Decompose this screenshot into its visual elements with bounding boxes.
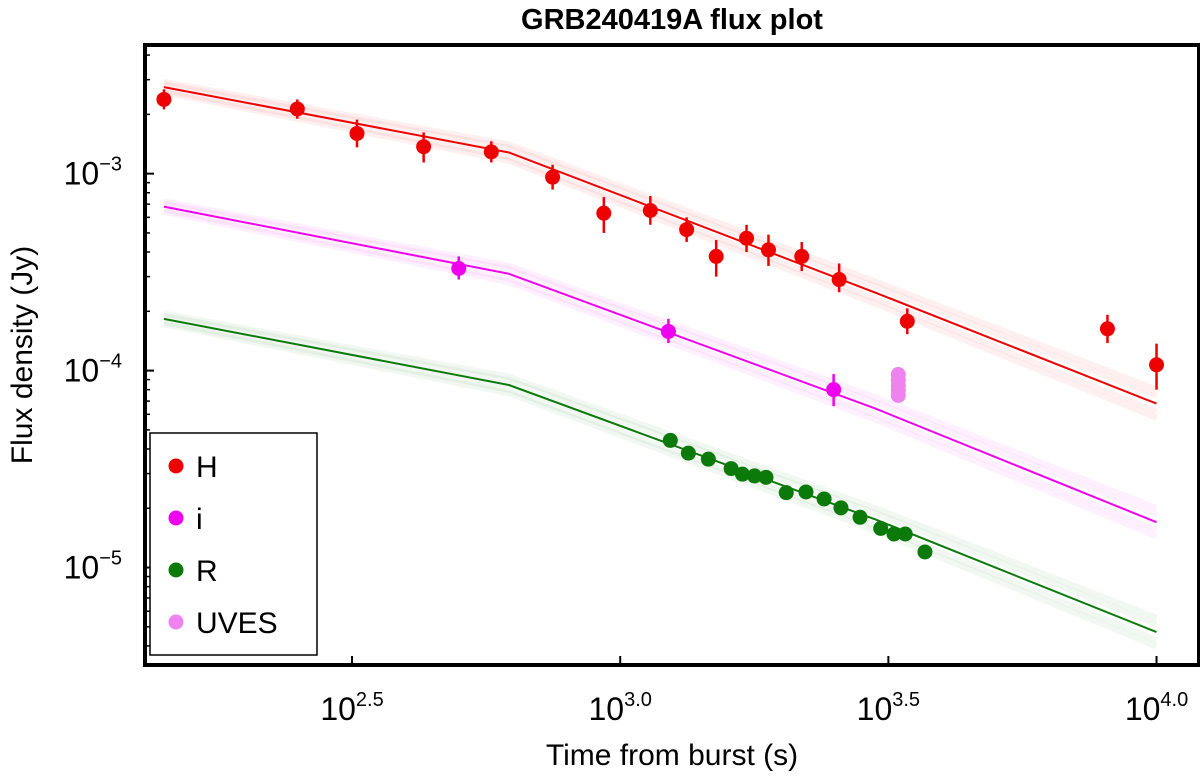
data-point-H-15 — [1099, 321, 1115, 337]
data-point-H-10 — [739, 230, 755, 246]
data-point-R-14 — [897, 526, 913, 542]
data-point-R-9 — [816, 491, 832, 507]
data-point-R-2 — [700, 451, 716, 467]
data-point-R-4 — [734, 466, 750, 482]
data-point-H-11 — [760, 242, 776, 258]
model-band-i-3 — [163, 198, 1158, 511]
data-point-H-0 — [156, 91, 172, 107]
plot-frame — [143, 43, 1200, 667]
data-point-R-11 — [852, 509, 868, 525]
data-point-R-10 — [833, 500, 849, 516]
data-point-R-15 — [917, 544, 933, 560]
chart-title: GRB240419A flux plot — [521, 4, 823, 36]
data-point-R-1 — [680, 445, 696, 461]
y-axis-label: Flux density (Jy) — [6, 246, 39, 464]
data-points — [156, 89, 1165, 560]
model-line-H — [163, 86, 1157, 405]
model-band-H-3 — [163, 78, 1158, 393]
legend-marker-H — [168, 458, 184, 474]
x-tick-label-0: 102.5 — [320, 689, 383, 727]
data-point-i-0 — [451, 260, 467, 276]
data-point-R-12 — [873, 520, 889, 536]
x-tick-label-2: 103.5 — [857, 689, 920, 727]
data-point-R-7 — [778, 485, 794, 501]
data-point-UVES-4 — [890, 387, 906, 403]
data-point-H-13 — [831, 272, 847, 288]
data-point-H-14 — [899, 313, 915, 329]
data-point-R-5 — [747, 468, 763, 484]
data-point-H-5 — [545, 169, 561, 185]
data-point-H-6 — [596, 205, 612, 221]
data-point-H-3 — [416, 139, 432, 155]
x-tick-label-3: 104.0 — [1125, 689, 1188, 727]
data-point-R-0 — [662, 432, 678, 448]
model-bands — [163, 78, 1158, 650]
model-band-H-0 — [163, 89, 1158, 421]
legend-label-H: H — [196, 451, 218, 484]
model-band-R-3 — [163, 310, 1158, 621]
data-point-H-16 — [1149, 357, 1165, 373]
data-point-R-6 — [758, 469, 774, 485]
x-tick-label-1: 103.0 — [589, 689, 652, 727]
legend-label-i: i — [196, 503, 203, 536]
legend-marker-i — [168, 510, 184, 526]
x-axis-label: Time from burst (s) — [546, 739, 798, 772]
data-point-H-1 — [289, 101, 305, 117]
data-point-H-12 — [794, 248, 810, 264]
data-point-i-2 — [826, 382, 842, 398]
model-band-H-2 — [163, 81, 1158, 399]
model-band-H-1 — [163, 87, 1158, 415]
legend-label-UVES: UVES — [196, 607, 278, 640]
model-band-R-0 — [163, 321, 1158, 650]
y-tick-label-2: 10−3 — [64, 154, 122, 192]
data-point-i-1 — [660, 323, 676, 339]
model-line-i — [163, 205, 1157, 524]
y-tick-label-0: 10−5 — [64, 548, 122, 586]
data-point-H-2 — [349, 125, 365, 141]
model-band-i-1 — [163, 206, 1158, 533]
y-axis-ticks: 10−5 10−4 10−3 — [64, 54, 154, 647]
data-point-H-8 — [679, 222, 695, 238]
y-tick-label-1: 10−4 — [64, 351, 122, 389]
legend-marker-UVES — [168, 614, 184, 630]
model-band-i-0 — [163, 209, 1158, 540]
data-point-H-7 — [642, 202, 658, 218]
legend: HiR UVES — [149, 432, 318, 656]
legend-marker-R — [168, 562, 184, 578]
x-axis-ticks: 102.5 103.0 103.5 104.0 — [320, 656, 1188, 727]
data-point-R-3 — [723, 461, 739, 477]
legend-label-R: R — [196, 555, 218, 588]
data-point-H-4 — [483, 144, 499, 160]
model-band-i-2 — [163, 200, 1158, 518]
data-point-H-9 — [708, 248, 724, 264]
data-point-R-8 — [798, 484, 814, 500]
data-point-R-13 — [886, 526, 902, 542]
